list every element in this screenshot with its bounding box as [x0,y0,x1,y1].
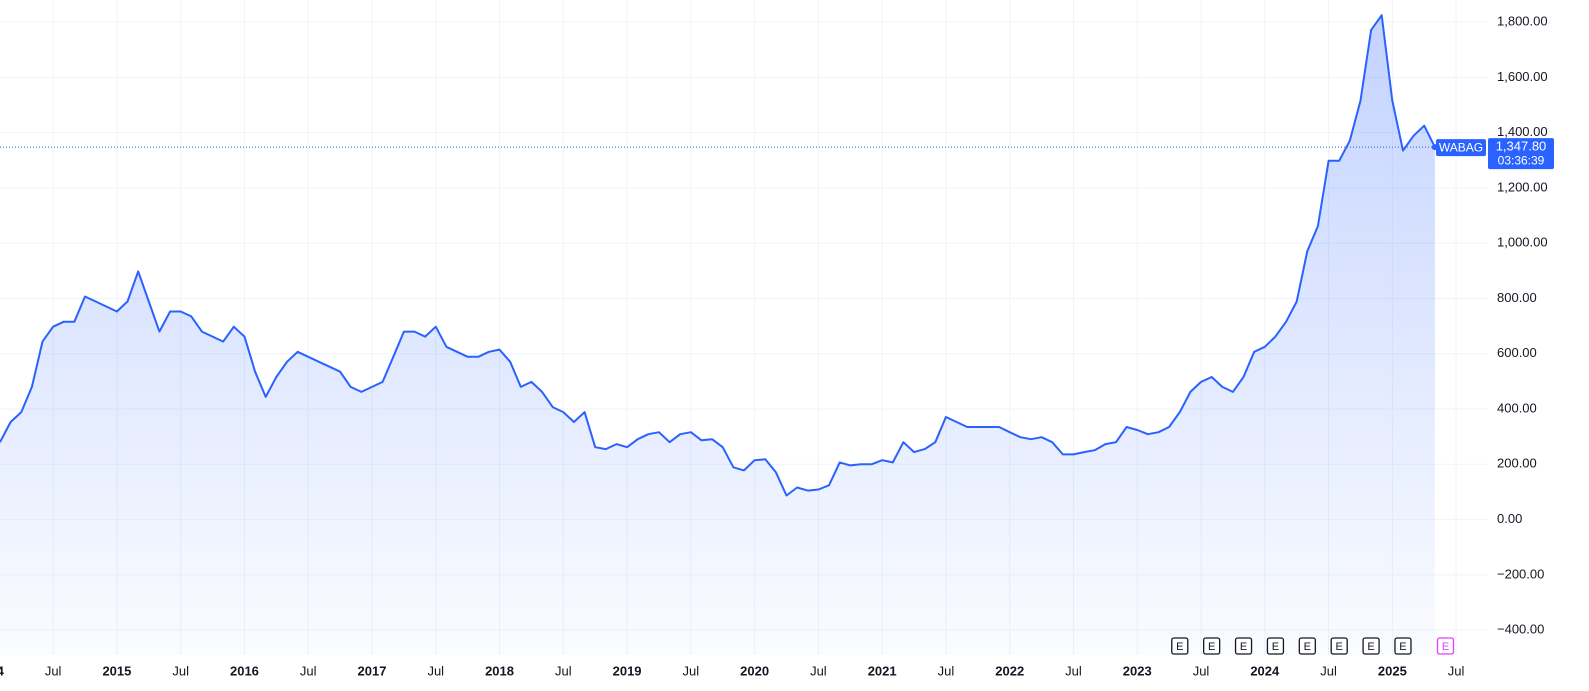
x-tick-label: 2015 [102,663,131,678]
earnings-label: E [1272,641,1279,653]
earnings-label: E [1442,641,1449,653]
y-tick-label: 1,600.00 [1497,69,1548,84]
earnings-label: E [1399,641,1406,653]
earnings-label: E [1208,641,1215,653]
x-tick-label: Jul [810,663,827,678]
x-tick-label: Jul [1448,663,1465,678]
x-tick-label: Jul [1193,663,1210,678]
y-tick-label: 0.00 [1497,511,1522,526]
x-tick-label: 2020 [740,663,769,678]
earnings-marker [1298,637,1316,655]
last-price: 1,347.80 [1496,139,1547,154]
y-tick-label: 1,400.00 [1497,124,1548,139]
x-tick-label: Jul [938,663,955,678]
x-tick-label: Jul [1065,663,1082,678]
x-tick-label: 2024 [1250,663,1280,678]
x-tick-label: Jul [300,663,317,678]
y-tick-label: 400.00 [1497,400,1537,415]
earnings-marker [1436,637,1455,655]
x-tick-label: 2022 [995,663,1024,678]
y-tick-label: 600.00 [1497,345,1537,360]
earnings-marker [1266,637,1285,655]
y-tick-label: 1,800.00 [1497,14,1548,29]
y-tick-label: 800.00 [1497,290,1537,305]
x-tick-label: Jul [683,663,700,678]
x-tick-label: 2017 [358,663,387,678]
x-tick-label: 2014 [0,663,5,678]
y-tick-label: 200.00 [1497,456,1537,471]
y-tick-label: −400.00 [1497,622,1544,637]
earnings-label: E [1176,641,1183,653]
x-tick-label: Jul [45,663,62,678]
series-name: WABAG [1439,140,1483,154]
x-tick-label: 2016 [230,663,259,678]
x-tick-label: Jul [555,663,572,678]
countdown: 03:36:39 [1498,153,1545,167]
x-tick-label: 2018 [485,663,514,678]
earnings-label: E [1240,641,1247,653]
earnings-label: E [1367,641,1374,653]
area-fill [0,15,1435,655]
price-tag [1488,138,1554,170]
y-tick-label: −200.00 [1497,566,1544,581]
x-tick-label: 2021 [868,663,897,678]
earnings-label: E [1304,641,1311,653]
earnings-marker [1362,637,1380,655]
price-line [0,14,1436,497]
x-tick-label: 2023 [1123,663,1152,678]
x-tick-label: Jul [1320,663,1337,678]
earnings-marker [1203,637,1221,655]
y-tick-label: 1,000.00 [1497,235,1548,250]
x-tick-label: Jul [172,663,189,678]
y-tick-label: 1,200.00 [1497,179,1548,194]
x-tick-label: 2025 [1378,663,1407,678]
x-tick-label: Jul [427,663,444,678]
series-tag [1436,139,1486,157]
x-tick-label: 2019 [613,663,642,678]
plot-area [0,0,1488,655]
earnings-marker [1330,637,1348,655]
earnings-label: E [1336,641,1343,653]
earnings-marker [1394,637,1412,655]
earnings-marker [1171,637,1189,655]
earnings-marker [1234,637,1253,655]
